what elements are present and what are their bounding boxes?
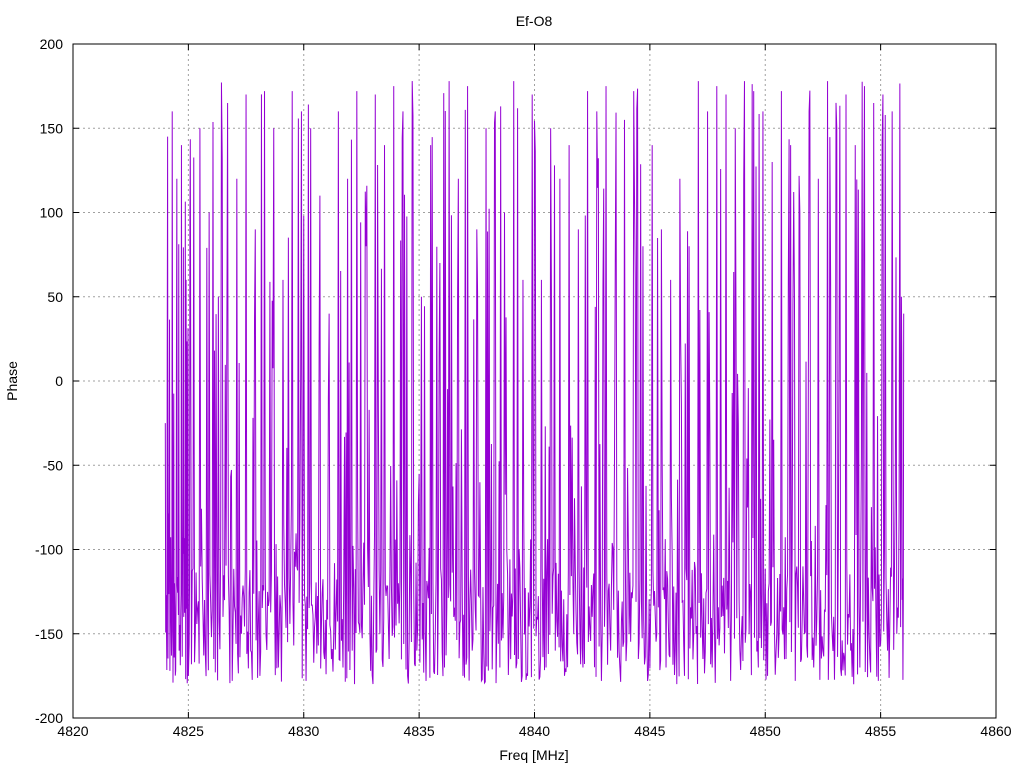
x-tick-label: 4840 [519,723,550,739]
y-tick-label: 200 [40,36,64,52]
chart-title: Ef-O8 [516,13,553,29]
y-tick-label: -200 [35,710,63,726]
y-tick-label: 0 [55,373,63,389]
y-tick-label: 50 [47,289,63,305]
y-tick-label: 150 [40,120,64,136]
x-tick-label: 4845 [634,723,665,739]
y-axis-label: Phase [4,361,20,401]
y-tick-label: -150 [35,626,63,642]
x-tick-label: 4820 [57,723,88,739]
x-tick-label: 4850 [750,723,781,739]
x-tick-label: 4835 [404,723,435,739]
phase-series-line [164,81,905,685]
y-tick-label: -50 [43,457,63,473]
x-tick-label: 4860 [980,723,1011,739]
x-tick-labels: 4820 4825 4830 4835 4840 4845 4850 4855 4860 [57,723,1011,739]
series-group [164,81,905,685]
x-tick-label: 4825 [173,723,204,739]
x-tick-label: 4855 [865,723,896,739]
plot-frame [72,43,997,719]
x-tick-label: 4830 [288,723,319,739]
y-tick-labels: -200 -150 -100 -50 0 50 100 150 200 [35,36,63,726]
y-tick-label: 100 [40,205,64,221]
x-axis-label: Freq [MHz] [499,747,568,763]
y-tick-label: -100 [35,542,63,558]
